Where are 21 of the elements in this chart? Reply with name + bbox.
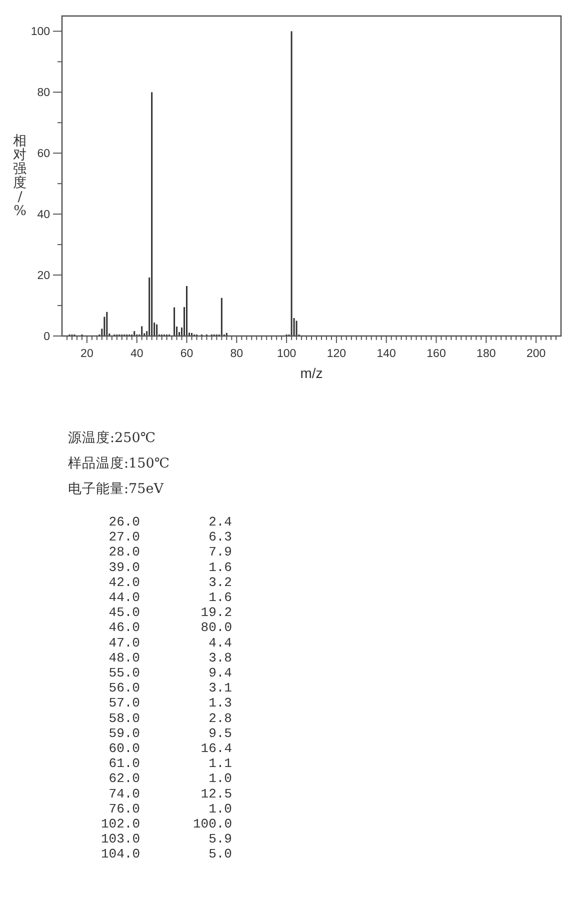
y-tick-label: 80 <box>37 87 50 100</box>
y-tick-label: 20 <box>37 270 50 282</box>
x-tick-label: 40 <box>130 348 144 360</box>
x-tick-label: 20 <box>80 348 94 360</box>
x-tick-label: 120 <box>326 348 346 360</box>
x-tick-label: 160 <box>426 348 446 360</box>
y-tick-label: 0 <box>44 331 50 343</box>
x-tick-label: 140 <box>376 348 396 360</box>
xlabel: m/z <box>300 365 323 381</box>
y-tick-label: 40 <box>37 209 50 222</box>
ylabel: 相对强度/% <box>13 133 27 219</box>
annotation: 源温度:250℃ <box>68 430 156 446</box>
y-tick-label: 100 <box>30 26 50 38</box>
y-tick-label: 60 <box>37 148 50 160</box>
x-tick-label: 100 <box>276 348 296 360</box>
annotation: 电子能量:75eV <box>68 481 164 497</box>
x-tick-label: 60 <box>180 348 194 360</box>
x-tick-label: 200 <box>526 348 546 360</box>
x-tick-label: 80 <box>230 348 244 360</box>
x-tick-label: 180 <box>476 348 496 360</box>
annotation: 样品温度:150℃ <box>68 456 170 472</box>
